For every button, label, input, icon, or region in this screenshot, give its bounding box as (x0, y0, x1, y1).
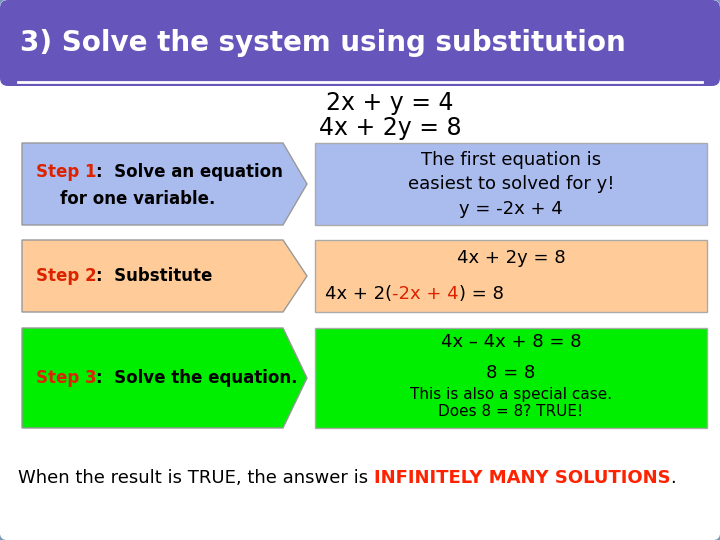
FancyBboxPatch shape (315, 143, 707, 225)
FancyBboxPatch shape (315, 328, 707, 428)
Text: 3) Solve the system using substitution: 3) Solve the system using substitution (20, 29, 626, 57)
Text: INFINITELY MANY SOLUTIONS: INFINITELY MANY SOLUTIONS (374, 469, 670, 487)
Text: Step 3: Step 3 (36, 369, 96, 387)
Polygon shape (22, 328, 307, 428)
FancyBboxPatch shape (315, 240, 707, 312)
Text: ) = 8: ) = 8 (459, 285, 503, 303)
Text: 4x – 4x + 8 = 8: 4x – 4x + 8 = 8 (441, 333, 581, 351)
FancyBboxPatch shape (0, 0, 720, 86)
Text: y = -2x + 4: y = -2x + 4 (459, 200, 563, 218)
Text: The first equation is: The first equation is (421, 151, 601, 169)
Text: This is also a special case.: This is also a special case. (410, 387, 612, 402)
Text: :  Substitute: : Substitute (96, 267, 212, 285)
Text: -2x + 4: -2x + 4 (392, 285, 459, 303)
Text: :  Solve the equation.: : Solve the equation. (96, 369, 297, 387)
Text: 4x + 2y = 8: 4x + 2y = 8 (456, 249, 565, 267)
Text: Does 8 = 8? TRUE!: Does 8 = 8? TRUE! (438, 404, 583, 420)
Text: .: . (670, 469, 676, 487)
Text: 2x + y = 4: 2x + y = 4 (326, 91, 454, 115)
Text: easiest to solved for y!: easiest to solved for y! (408, 175, 614, 193)
Text: 8 = 8: 8 = 8 (487, 364, 536, 382)
Polygon shape (22, 240, 307, 312)
Text: When the result is TRUE, the answer is: When the result is TRUE, the answer is (18, 469, 374, 487)
Polygon shape (22, 143, 307, 225)
Text: Step 2: Step 2 (36, 267, 96, 285)
Text: for one variable.: for one variable. (60, 190, 215, 208)
Text: 4x + 2y = 8: 4x + 2y = 8 (319, 116, 462, 140)
Text: :  Solve an equation: : Solve an equation (96, 163, 283, 181)
Text: 4x + 2(: 4x + 2( (325, 285, 392, 303)
Text: Step 1: Step 1 (36, 163, 96, 181)
